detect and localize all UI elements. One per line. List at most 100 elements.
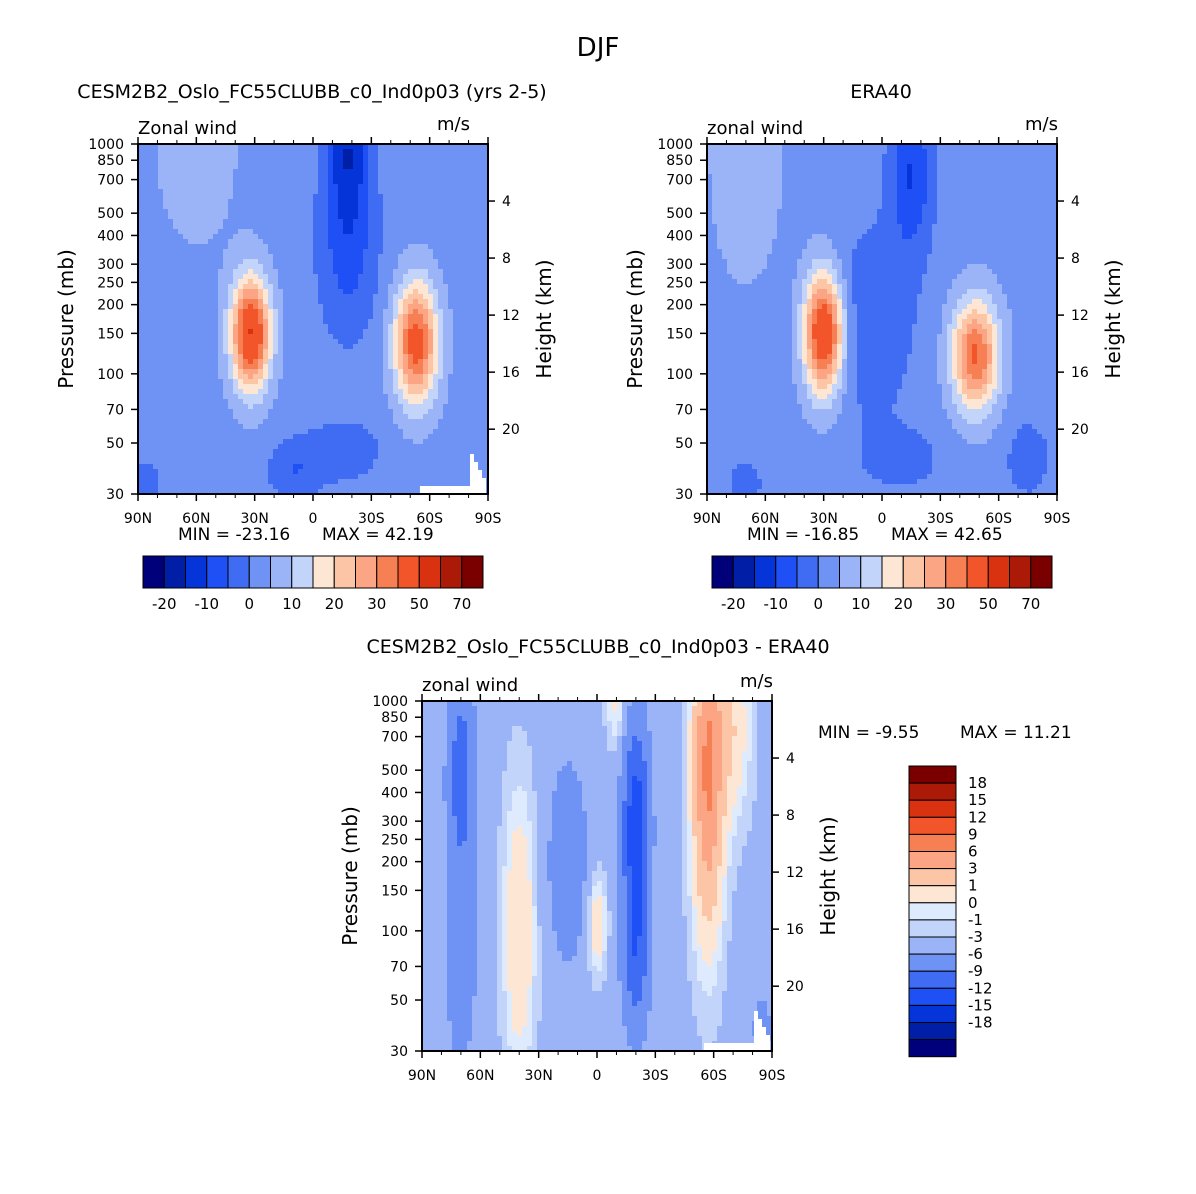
contour-cell — [877, 144, 883, 210]
contour-cell — [443, 284, 449, 405]
contour-cell — [982, 304, 988, 315]
contour-cell — [757, 701, 763, 1002]
contour-cell — [812, 274, 818, 285]
y2-tick-label: 8 — [1071, 251, 1080, 267]
contour-cell — [258, 289, 264, 300]
contour-cell — [333, 484, 339, 494]
contour-cell — [233, 379, 239, 395]
contour-cell — [443, 144, 449, 285]
x-tick-label: 90N — [693, 511, 721, 527]
contour-cell — [228, 309, 234, 355]
contour-cell — [632, 956, 638, 1007]
contour-cell — [742, 284, 748, 465]
contour-cell — [363, 249, 369, 330]
contour-cell — [323, 144, 329, 325]
contour-cell — [642, 1041, 648, 1051]
contour-cell — [328, 144, 334, 250]
contour-cell — [602, 726, 608, 872]
colorbar-label: -12 — [968, 979, 993, 997]
contour-cell — [827, 259, 833, 275]
y-tick-label: 70 — [106, 402, 124, 418]
contour-cell — [418, 304, 424, 315]
contour-cell — [408, 314, 414, 330]
contour-cell — [857, 144, 863, 240]
contour-cell — [992, 304, 998, 325]
contour-cell — [263, 244, 269, 275]
contour-cell — [627, 991, 633, 1047]
x-tick-label: 30N — [810, 511, 838, 527]
contour-cell — [707, 921, 713, 967]
contour-cell — [547, 881, 553, 1051]
contour-cell — [727, 701, 733, 777]
contour-cell — [967, 409, 973, 425]
contour-cell — [507, 871, 513, 992]
contour-cell — [832, 304, 838, 325]
colorbar-label: -10 — [764, 595, 789, 613]
contour-cell — [967, 314, 973, 325]
contour-cell — [238, 369, 244, 380]
contour-cell — [807, 349, 813, 370]
contour-cell — [912, 484, 918, 494]
contour-cell — [717, 1026, 723, 1051]
contour-cell — [732, 701, 738, 727]
colorbar-label: -20 — [721, 595, 746, 613]
contour-cell — [532, 701, 538, 792]
contour-cell — [413, 309, 419, 325]
y-tick-label: 30 — [675, 487, 693, 503]
contour-cell — [438, 144, 444, 270]
contour-cell — [403, 289, 409, 300]
contour-cell — [502, 771, 508, 867]
contour-cell — [832, 144, 838, 250]
contour-cell — [722, 921, 728, 992]
contour-cell — [243, 274, 249, 285]
contour-cell — [433, 289, 439, 315]
contour-cell — [428, 249, 434, 280]
contour-cell — [313, 274, 319, 430]
contour-cell — [393, 424, 399, 494]
contour-cell — [228, 409, 234, 494]
contour-cell — [722, 701, 728, 817]
contour-cell — [812, 359, 818, 370]
x-tick-label: 60N — [466, 1068, 494, 1084]
contour-cell — [947, 384, 953, 420]
contour-cell — [747, 284, 753, 465]
contour-cell — [612, 711, 618, 737]
contour-cell — [822, 379, 828, 390]
contour-cell — [303, 434, 309, 494]
contour-cell — [977, 379, 983, 390]
contour-cell — [383, 144, 389, 310]
contour-cell — [622, 1026, 628, 1051]
contour-cell — [722, 816, 728, 877]
contour-cell — [862, 234, 868, 470]
contour-cell — [987, 324, 993, 345]
y-tick-label: 400 — [381, 785, 408, 801]
contour-cell — [353, 289, 359, 345]
contour-cell — [922, 274, 928, 440]
contour-cell — [837, 389, 843, 415]
contour-cell — [233, 304, 239, 325]
contour-cell — [507, 741, 513, 812]
contour-cell — [807, 399, 813, 425]
x-tick-label: 30N — [525, 1068, 553, 1084]
contour-cell — [268, 254, 274, 285]
contour-cell — [1012, 484, 1018, 494]
contour-cell — [458, 144, 464, 494]
contour-cell — [258, 264, 264, 280]
contour-cell — [922, 204, 928, 275]
max-label: MAX = 11.21 — [960, 723, 1072, 743]
contour-cell — [827, 374, 833, 385]
contour-cell — [428, 294, 434, 310]
contour-cell — [972, 444, 978, 494]
contour-cell — [697, 701, 703, 717]
contour-cell — [537, 926, 543, 1022]
contour-cell — [997, 424, 1003, 494]
contour-cell — [248, 384, 254, 395]
contour-cell — [438, 419, 444, 494]
contour-cell — [817, 359, 823, 370]
contour-cell — [827, 274, 833, 285]
contour-cell — [637, 936, 643, 1002]
contour-cell — [747, 831, 753, 1051]
contour-cell — [812, 379, 818, 395]
contour-cell — [857, 239, 863, 405]
y-tick-label: 700 — [666, 173, 693, 189]
